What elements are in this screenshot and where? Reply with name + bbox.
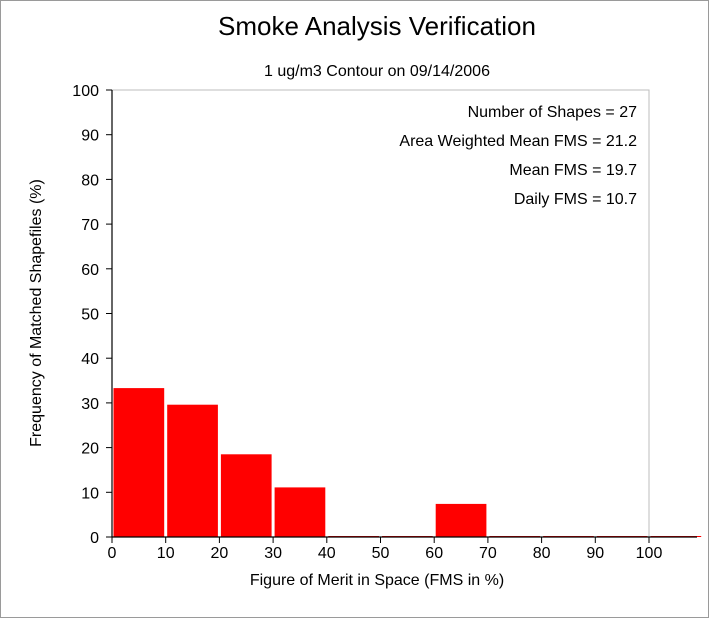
stat-mean-fms: Mean FMS = 19.7: [509, 162, 637, 179]
x-axis-ticks: 0 10 20 30 40 50 60 70 80 90 100: [108, 537, 663, 562]
x-tick-label: 90: [586, 545, 604, 562]
y-tick-label: 50: [81, 307, 99, 324]
x-tick-label: 50: [372, 545, 390, 562]
y-tick-label: 0: [90, 530, 99, 547]
x-axis-label: Figure of Merit in Space (FMS in %): [250, 572, 504, 589]
stat-number-of-shapes: Number of Shapes = 27: [468, 104, 638, 121]
x-tick-label: 70: [479, 545, 497, 562]
x-tick-label: 60: [425, 545, 443, 562]
stats-annotations: Number of Shapes = 27 Area Weighted Mean…: [399, 104, 637, 208]
histogram-bar: [167, 404, 218, 537]
x-tick-label: 20: [211, 545, 229, 562]
x-tick-label: 100: [636, 545, 663, 562]
y-tick-label: 10: [81, 485, 99, 502]
x-tick-label: 80: [533, 545, 551, 562]
stat-daily-fms: Daily FMS = 10.7: [514, 191, 637, 208]
y-tick-label: 20: [81, 441, 99, 458]
x-tick-label: 30: [264, 545, 282, 562]
y-tick-label: 40: [81, 351, 99, 368]
y-tick-label: 90: [81, 128, 99, 145]
x-tick-label: 0: [108, 545, 117, 562]
y-axis-ticks: 0 10 20 30 40 50 60 70 80 90 100: [72, 83, 112, 547]
y-tick-label: 60: [81, 262, 99, 279]
bars-group: [113, 388, 702, 537]
y-axis-label: Frequency of Matched Shapefiles (%): [28, 179, 45, 447]
histogram-bar: [435, 503, 487, 537]
histogram-bar: [113, 388, 165, 537]
chart-subtitle: 1 ug/m3 Contour on 09/14/2006: [264, 63, 490, 80]
stat-area-weighted-mean-fms: Area Weighted Mean FMS = 21.2: [399, 133, 637, 150]
y-tick-label: 80: [81, 172, 99, 189]
x-tick-label: 10: [157, 545, 175, 562]
y-tick-label: 100: [72, 83, 99, 100]
histogram-bar: [274, 487, 326, 537]
chart-title: Smoke Analysis Verification: [218, 11, 536, 41]
y-tick-label: 30: [81, 396, 99, 413]
x-tick-label: 40: [318, 545, 336, 562]
y-tick-label: 70: [81, 217, 99, 234]
histogram-bar: [220, 454, 272, 537]
